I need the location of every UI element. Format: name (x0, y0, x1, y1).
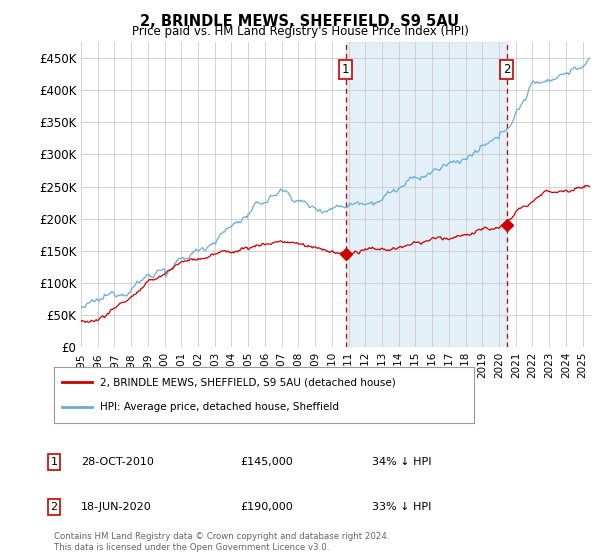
Text: £190,000: £190,000 (240, 502, 293, 512)
Text: 2: 2 (50, 502, 58, 512)
Text: 2: 2 (503, 63, 511, 76)
Bar (346, 42, 507, 347)
Text: 1: 1 (342, 63, 349, 76)
Text: 2, BRINDLE MEWS, SHEFFIELD, S9 5AU: 2, BRINDLE MEWS, SHEFFIELD, S9 5AU (140, 14, 460, 29)
Text: Contains HM Land Registry data © Crown copyright and database right 2024.
This d: Contains HM Land Registry data © Crown c… (54, 532, 389, 552)
Text: £145,000: £145,000 (240, 457, 293, 467)
Text: 34% ↓ HPI: 34% ↓ HPI (372, 457, 431, 467)
Text: 1: 1 (50, 457, 58, 467)
Text: 28-OCT-2010: 28-OCT-2010 (81, 457, 154, 467)
Text: Price paid vs. HM Land Registry's House Price Index (HPI): Price paid vs. HM Land Registry's House … (131, 25, 469, 38)
Text: 33% ↓ HPI: 33% ↓ HPI (372, 502, 431, 512)
Text: 2, BRINDLE MEWS, SHEFFIELD, S9 5AU (detached house): 2, BRINDLE MEWS, SHEFFIELD, S9 5AU (deta… (100, 377, 396, 388)
Text: 18-JUN-2020: 18-JUN-2020 (81, 502, 152, 512)
Text: HPI: Average price, detached house, Sheffield: HPI: Average price, detached house, Shef… (100, 402, 339, 412)
